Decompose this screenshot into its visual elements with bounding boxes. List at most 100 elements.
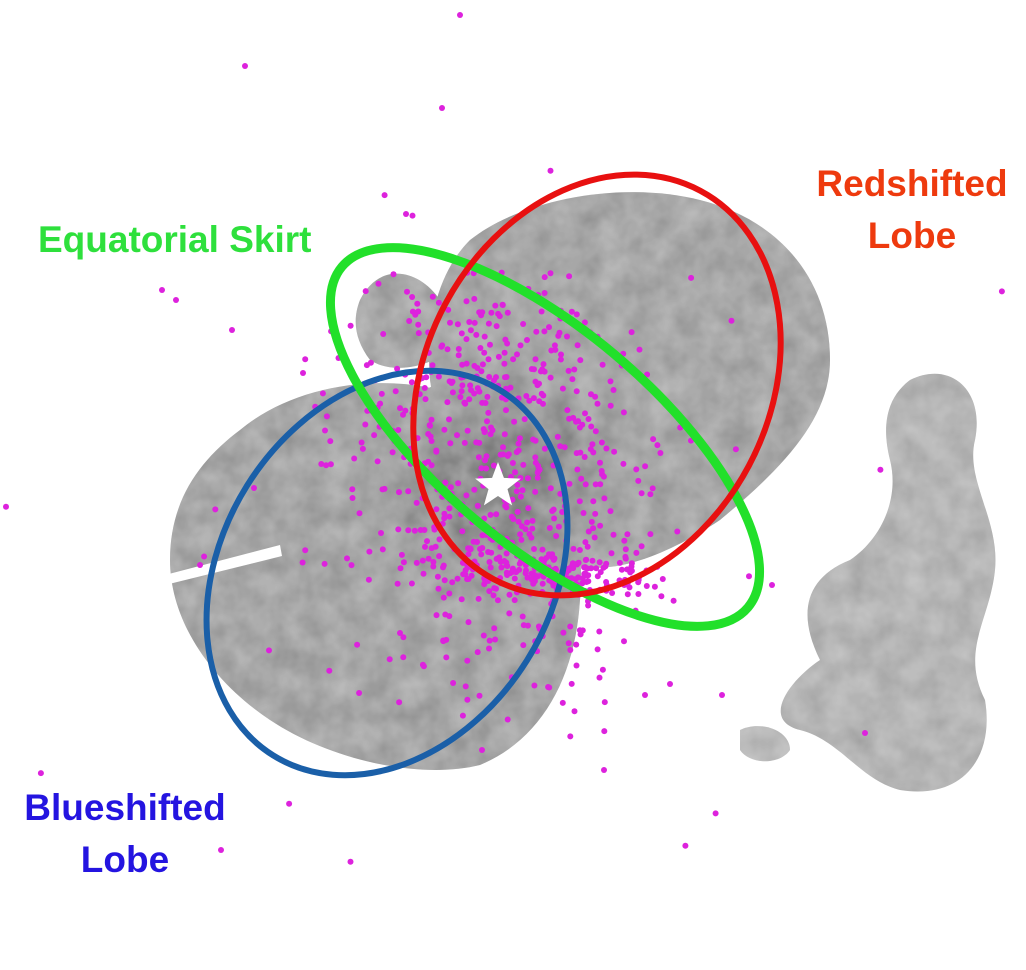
data-point <box>481 349 488 356</box>
data-point <box>461 439 468 446</box>
data-point <box>504 716 511 723</box>
data-point <box>440 637 447 644</box>
data-point <box>351 455 358 462</box>
data-point <box>531 366 537 373</box>
data-point <box>486 588 493 595</box>
data-point <box>642 463 649 470</box>
data-point <box>479 747 485 753</box>
data-point <box>525 505 532 512</box>
data-point <box>411 527 418 534</box>
data-point <box>440 562 447 569</box>
data-point <box>415 321 422 328</box>
data-point <box>621 638 627 645</box>
data-point <box>575 559 582 566</box>
data-point <box>551 515 558 522</box>
slit-gap <box>165 545 282 585</box>
data-point <box>218 847 224 853</box>
data-point <box>490 377 497 384</box>
data-point <box>624 591 631 598</box>
data-point <box>528 534 535 541</box>
data-point <box>428 438 435 444</box>
data-point <box>462 683 469 690</box>
data-point <box>395 427 402 433</box>
data-point <box>597 569 604 576</box>
data-point <box>577 357 584 364</box>
data-point <box>719 692 725 698</box>
data-point <box>516 566 523 573</box>
data-point <box>455 346 462 352</box>
data-point <box>598 439 605 446</box>
data-point <box>349 495 356 501</box>
data-point <box>532 356 539 363</box>
data-point <box>583 556 590 563</box>
data-point <box>620 409 627 416</box>
data-point <box>323 413 330 420</box>
data-point <box>593 565 600 572</box>
data-point <box>459 361 466 368</box>
data-point <box>584 543 591 550</box>
data-point <box>553 533 560 539</box>
data-point <box>442 479 449 486</box>
data-point <box>458 596 465 603</box>
data-point <box>515 518 522 525</box>
data-point <box>573 311 580 318</box>
data-point <box>559 699 566 706</box>
data-point <box>482 400 489 406</box>
data-point <box>356 510 363 517</box>
data-point <box>443 654 450 661</box>
data-point <box>620 460 627 467</box>
data-point <box>530 395 537 402</box>
data-point <box>395 526 402 533</box>
data-point <box>633 466 640 473</box>
data-point <box>674 528 681 535</box>
data-point <box>463 298 470 305</box>
data-point <box>435 585 442 592</box>
data-point <box>446 590 453 597</box>
data-point <box>300 370 306 376</box>
data-point <box>588 518 595 525</box>
data-point <box>474 649 481 656</box>
data-point <box>460 571 467 578</box>
blue-label: Blueshifted <box>24 787 225 828</box>
data-point <box>413 559 420 566</box>
data-point <box>251 485 257 491</box>
data-point <box>455 352 462 359</box>
data-point <box>566 480 573 487</box>
data-point <box>483 465 490 472</box>
data-point <box>581 319 588 326</box>
data-point <box>565 367 572 374</box>
data-point <box>344 555 350 562</box>
data-point <box>396 489 402 496</box>
data-point <box>375 280 382 287</box>
data-point <box>576 627 583 634</box>
data-point <box>487 564 494 571</box>
data-point <box>435 373 442 380</box>
data-point <box>651 583 658 590</box>
data-point <box>559 385 566 392</box>
data-point <box>728 317 735 324</box>
data-point <box>381 192 388 199</box>
data-point <box>465 551 472 558</box>
data-point <box>609 590 616 596</box>
data-point <box>446 513 453 520</box>
data-point <box>574 342 581 349</box>
data-point <box>588 391 594 398</box>
data-point <box>464 427 471 434</box>
data-point <box>485 409 492 416</box>
data-point <box>466 396 473 403</box>
data-point <box>500 451 507 458</box>
data-point <box>524 337 530 343</box>
data-point <box>566 415 573 422</box>
data-point <box>354 641 361 648</box>
data-point <box>37 770 44 777</box>
data-point <box>556 329 563 336</box>
data-point <box>446 505 453 512</box>
data-point <box>568 308 575 315</box>
data-point <box>502 336 509 343</box>
data-point <box>611 448 618 455</box>
data-point <box>531 578 538 585</box>
data-point <box>201 553 208 560</box>
data-point <box>529 525 536 532</box>
data-point <box>599 361 606 368</box>
data-point <box>643 583 650 589</box>
